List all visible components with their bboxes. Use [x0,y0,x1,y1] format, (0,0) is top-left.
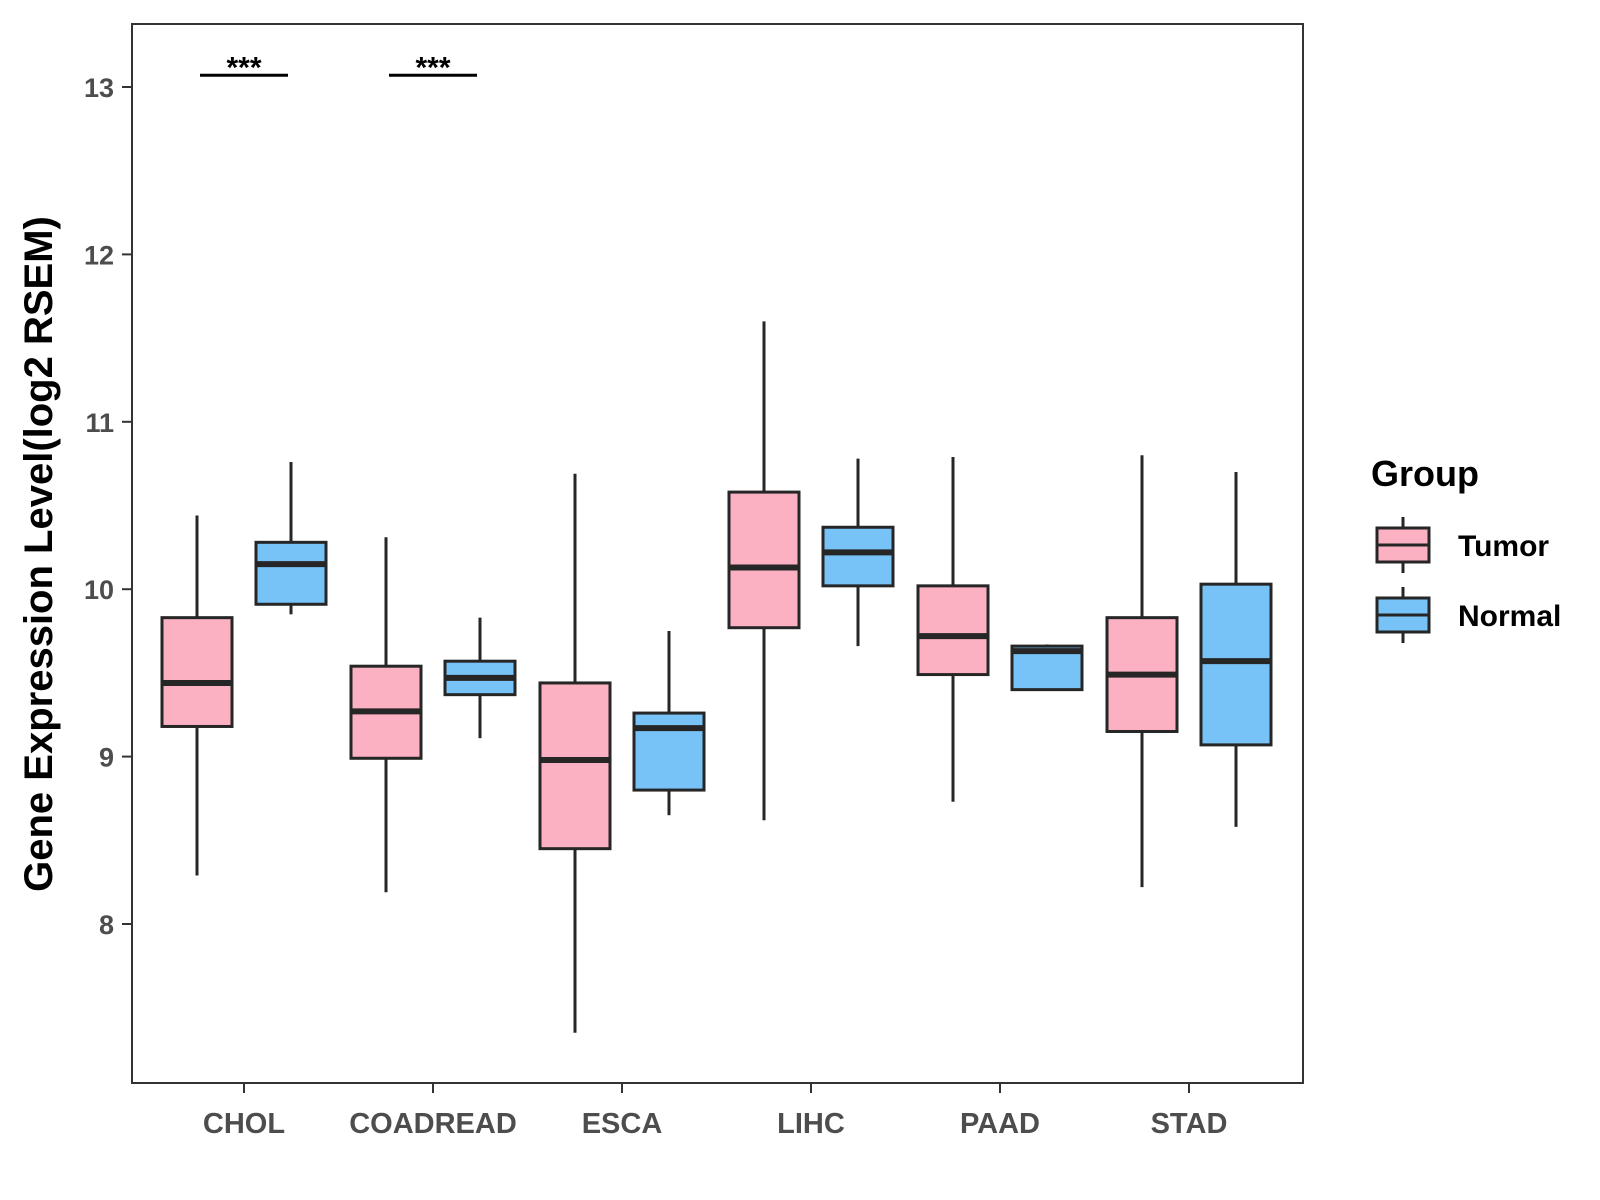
legend-items: Tumor Normal [1375,517,1561,643]
box-body [632,711,706,792]
box-normal-coadread [443,617,517,739]
x-axis: CHOL COADREAD ESCA LIHC PAAD STAD [203,1083,1227,1140]
box-tumor-chol [160,515,234,876]
box-normal-stad [1199,472,1273,827]
significance-label: *** [415,51,450,84]
y-tick-label: 12 [84,240,114,270]
significance-layer: *** *** [200,51,477,84]
y-axis-title: Gene Expression Level(log2 RSEM) [17,216,61,892]
y-tick-label: 9 [99,743,114,773]
x-tick-label-lihc: LIHC [777,1108,845,1140]
box-tumor-coadread [349,537,423,893]
legend-label: Tumor [1458,530,1549,563]
box-tumor-esca [538,473,612,1033]
x-tick-label-stad: STAD [1151,1108,1228,1140]
y-tick-label: 13 [84,73,114,103]
x-tick-label-chol: CHOL [203,1108,285,1140]
y-tick-label: 8 [99,910,114,940]
box-body [1199,582,1273,747]
box-tumor-lihc [727,321,801,821]
box-tumor-stad [1105,455,1179,888]
x-tick-label-coadread: COADREAD [349,1108,517,1140]
legend-title: Group [1371,453,1479,494]
x-tick-label-esca: ESCA [582,1108,663,1140]
y-axis: 8 9 10 11 12 13 [84,73,132,940]
legend-item-tumor: Tumor [1375,517,1549,573]
y-tick-label: 10 [84,575,114,605]
box-body [727,490,801,630]
boxes-layer [160,321,1273,1033]
box-body [254,540,328,606]
box-normal-lihc [821,458,895,647]
legend-label: Normal [1458,600,1561,633]
box-normal-paad [1010,644,1084,692]
box-body [821,525,895,588]
legend: Group Tumor Normal [1371,453,1561,643]
x-tick-label-paad: PAAD [960,1108,1040,1140]
box-normal-esca [632,631,706,816]
legend-item-normal: Normal [1375,587,1561,643]
box-body [160,616,234,728]
box-body [538,681,612,851]
box-tumor-paad [916,456,990,802]
y-tick-label: 11 [85,408,114,438]
box-normal-chol [254,461,328,615]
significance-label: *** [226,51,261,84]
box-body [916,584,990,677]
